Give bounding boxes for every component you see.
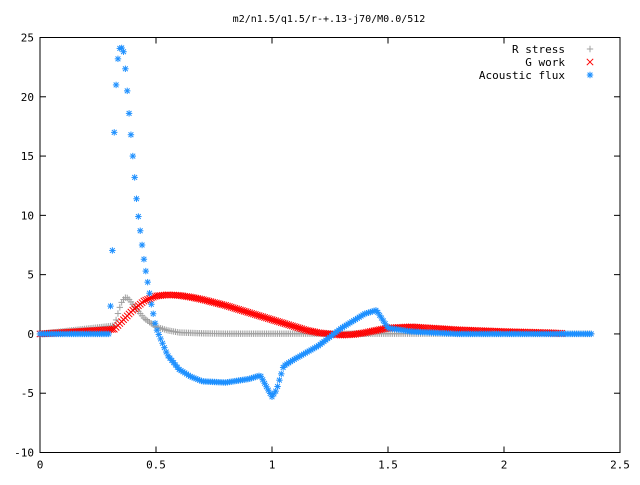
data-point <box>127 131 135 138</box>
x-tick-label: 0 <box>37 459 44 472</box>
data-point <box>124 87 131 95</box>
data-point <box>112 316 120 324</box>
y-tick-label: 10 <box>21 209 34 222</box>
x-tick-label: 1 <box>269 459 276 472</box>
data-point <box>109 247 116 254</box>
data-point <box>150 310 157 317</box>
data-point <box>140 297 148 305</box>
y-tick-label: 25 <box>21 32 34 45</box>
data-point <box>107 302 114 310</box>
data-point <box>140 256 148 263</box>
plot-frame <box>39 37 621 453</box>
chart-title: m2/n1.5/q1.5/r-+.13-j70/M0.0/512 <box>233 14 426 25</box>
y-tick-label: 0 <box>27 328 34 341</box>
data-point <box>142 267 149 275</box>
data-point <box>112 81 120 89</box>
y-tick-label: 5 <box>27 269 34 282</box>
data-point <box>105 330 112 338</box>
data-point <box>129 152 136 160</box>
data-point <box>137 227 144 234</box>
data-point <box>144 295 152 303</box>
legend-marker <box>586 58 594 66</box>
data-point <box>142 296 150 304</box>
data-point <box>278 370 285 378</box>
series-layer <box>36 44 595 400</box>
data-point <box>138 241 146 249</box>
data-point <box>274 383 281 390</box>
y-tick-label: -5 <box>21 387 34 400</box>
data-point <box>151 320 159 327</box>
data-point <box>146 290 153 297</box>
data-point <box>122 65 129 73</box>
data-point <box>148 301 155 308</box>
legend-marker <box>586 71 594 79</box>
data-point <box>588 330 595 338</box>
y-tick-label: -10 <box>14 447 34 460</box>
data-point <box>116 304 124 311</box>
data-point <box>120 48 127 55</box>
x-tick-label: 2.5 <box>610 459 630 472</box>
axes-group: 0 0.5 1 1.5 2 2.5 -10 -5 0 5 10 15 20 25 <box>14 32 630 472</box>
legend-label: Acoustic flux <box>479 69 565 82</box>
y-tick-label: 15 <box>21 150 34 163</box>
data-point <box>135 213 142 220</box>
data-point <box>276 376 283 384</box>
data-point <box>145 295 154 303</box>
legend-label: G work <box>525 56 565 69</box>
series-acoustic-flux <box>36 44 595 400</box>
data-point <box>125 110 133 117</box>
data-point <box>114 55 122 63</box>
x-tick-label: 1.5 <box>378 459 398 472</box>
data-point <box>108 325 116 333</box>
legend-marker <box>586 45 594 53</box>
x-tick-label: 0.5 <box>146 459 166 472</box>
data-point <box>144 278 151 286</box>
legend-label: R stress <box>512 43 565 56</box>
y-tick-label: 20 <box>21 91 34 104</box>
data-point <box>111 129 118 136</box>
data-point <box>133 195 140 202</box>
x-tick-label: 2 <box>501 459 508 472</box>
data-point <box>114 310 122 317</box>
data-point <box>131 174 138 181</box>
